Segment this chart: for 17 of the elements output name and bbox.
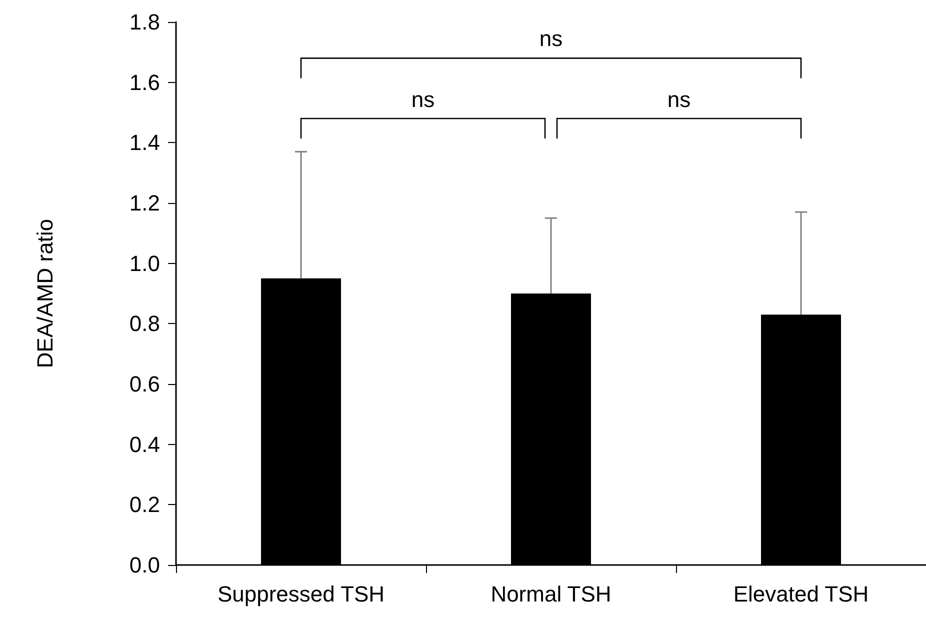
y-tick-label: 1.0 xyxy=(129,250,160,276)
x-tick-label: Normal TSH xyxy=(490,582,612,606)
y-tick-label: 0.0 xyxy=(129,552,160,578)
y-tick-label: 1.4 xyxy=(129,130,160,156)
y-tick-label: 1.2 xyxy=(129,190,160,216)
y-tick-label: 0.2 xyxy=(129,492,160,518)
y-tick-label: 0.4 xyxy=(129,432,160,457)
y-tick-label: 0.8 xyxy=(129,311,160,336)
annotation: ns xyxy=(539,26,563,52)
y-tick-label: 1.8 xyxy=(129,10,160,34)
annotation: ns xyxy=(667,86,691,113)
annotation: ns xyxy=(411,86,435,113)
y-tick-label: 1.6 xyxy=(129,70,160,95)
y-axis-title: DEA/AMD ratio xyxy=(32,218,58,368)
x-tick-label: Suppressed TSH xyxy=(217,582,385,606)
y-tick-label: 0.6 xyxy=(129,372,160,396)
x-tick-label: Elevated TSH xyxy=(733,582,869,606)
